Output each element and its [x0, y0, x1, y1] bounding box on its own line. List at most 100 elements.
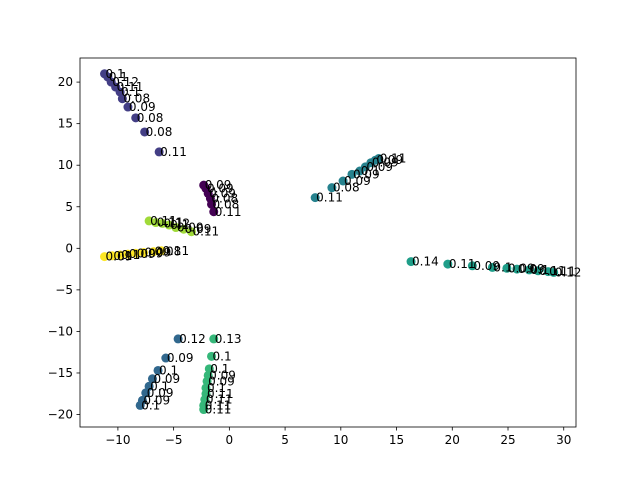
- data-point-s5-p1: [207, 351, 217, 361]
- data-point-s2-p2: [153, 365, 163, 375]
- point-label-s5-p4: 0.09: [208, 374, 235, 388]
- data-point-s4-p2: [467, 261, 477, 271]
- point-label-s3-p5: 0.09: [366, 160, 393, 174]
- point-label-s7-p6: 0.08: [155, 245, 182, 259]
- point-label-s1-p1: 0.1: [109, 70, 128, 84]
- point-label-s5-p1: 0.1: [213, 349, 232, 363]
- point-label-s4-p5: 0.09: [518, 262, 545, 276]
- x-tick-label-3: 5: [281, 433, 289, 447]
- data-point-s7-p3: [123, 249, 133, 259]
- point-label-s1-p0: 0.1: [106, 67, 125, 81]
- point-labels-layer: 0.090.090.090.080.080.110.10.10.120.110.…: [106, 67, 582, 417]
- point-label-s6-p1: 0.11: [157, 216, 184, 230]
- data-point-s1-p5: [117, 94, 127, 104]
- point-label-s2-p4: 0.1: [150, 379, 169, 393]
- y-tick-label-4: 0: [65, 241, 73, 255]
- point-label-s0-p4: 0.08: [213, 197, 240, 211]
- x-tick-label-4: 10: [333, 433, 348, 447]
- data-point-s1-p7: [131, 113, 141, 123]
- point-label-s5-p7: 0.11: [206, 393, 233, 407]
- point-label-s1-p6: 0.09: [129, 100, 156, 114]
- points-layer: [100, 69, 559, 415]
- point-label-s2-p5: 0.09: [147, 386, 174, 400]
- data-point-s7-p6: [149, 247, 159, 257]
- data-point-s0-p5: [209, 207, 219, 217]
- data-point-s3-p1: [327, 183, 337, 193]
- x-tick-label-1: −5: [165, 433, 183, 447]
- data-point-s1-p9: [154, 147, 164, 157]
- point-label-s6-p6: 0.11: [192, 225, 219, 239]
- point-label-s1-p7: 0.08: [137, 111, 164, 125]
- point-label-s3-p7: 0.09: [376, 153, 403, 167]
- data-point-s5-p9: [199, 405, 209, 415]
- x-tick-label-6: 20: [445, 433, 460, 447]
- point-label-s1-p4: 0.1: [121, 85, 140, 99]
- point-label-s5-p2: 0.1: [210, 362, 229, 376]
- point-label-s6-p5: 0.09: [185, 222, 212, 236]
- point-label-s2-p2: 0.1: [159, 363, 178, 377]
- data-point-s6-p1: [151, 218, 161, 228]
- data-point-s7-p4: [131, 248, 141, 258]
- point-label-s3-p6: 0.09: [372, 156, 399, 170]
- point-label-s4-p9: 0.12: [555, 265, 582, 279]
- axes: −10 −5 0 5 10 15 20 25 30 −20 −15 −10 −5 0 5 10 15 20: [48, 57, 577, 447]
- point-label-s7-p2: 0.1: [121, 248, 140, 262]
- data-point-s5-p2: [204, 364, 214, 374]
- point-label-s5-p0: 0.13: [215, 332, 242, 346]
- point-label-s1-p3: 0.11: [117, 80, 144, 94]
- data-point-s4-p1: [443, 259, 453, 269]
- data-point-s2-p4: [144, 381, 154, 391]
- data-point-s6-p6: [186, 227, 196, 237]
- point-label-s5-p3: 0.09: [209, 368, 236, 382]
- y-tick-label-1: −15: [48, 366, 73, 380]
- y-tick-label-3: −5: [55, 283, 73, 297]
- point-label-s5-p6: 0.11: [207, 387, 234, 401]
- data-point-s5-p4: [202, 376, 212, 386]
- point-label-s1-p5: 0.08: [123, 92, 150, 106]
- point-label-s2-p3: 0.09: [153, 372, 180, 386]
- x-tick-label-0: −10: [105, 433, 130, 447]
- point-label-s4-p0: 0.14: [412, 255, 439, 269]
- point-label-s6-p4: 0.09: [177, 221, 204, 235]
- data-point-s4-p7: [533, 266, 543, 276]
- point-label-s1-p9: 0.11: [160, 145, 187, 159]
- data-point-s2-p5: [141, 388, 151, 398]
- point-label-s4-p1: 0.11: [449, 257, 476, 271]
- data-point-s5-p0: [209, 334, 219, 344]
- data-point-s1-p8: [140, 127, 150, 137]
- plot-frame: [79, 57, 577, 428]
- point-label-s1-p8: 0.08: [146, 125, 173, 139]
- point-label-s0-p0: 0.09: [205, 178, 232, 192]
- data-point-s4-p9: [549, 267, 559, 277]
- point-label-s0-p2: 0.09: [209, 186, 236, 200]
- data-point-s4-p5: [512, 264, 522, 274]
- data-point-s7-p2: [115, 250, 125, 260]
- data-point-s4-p4: [502, 263, 512, 273]
- point-label-s5-p5: 0.1: [207, 381, 226, 395]
- y-tick-label-8: 20: [58, 75, 73, 89]
- point-label-s5-p9: 0.11: [205, 403, 232, 417]
- y-tick-label-0: −20: [48, 408, 73, 422]
- point-label-s3-p2: 0.09: [344, 174, 371, 188]
- point-label-s2-p6: 0.09: [143, 393, 170, 407]
- data-point-s4-p3: [487, 262, 497, 272]
- x-tick-label-2: 0: [226, 433, 234, 447]
- point-label-s6-p3: 0.1: [170, 218, 189, 232]
- data-point-s1-p6: [123, 102, 133, 112]
- data-point-s4-p6: [524, 265, 534, 275]
- point-label-s3-p3: 0.09: [353, 167, 380, 181]
- point-label-s3-p1: 0.08: [333, 181, 360, 195]
- point-label-s3-p8: 0.11: [380, 152, 407, 166]
- point-label-s6-p0: 0.11: [150, 214, 177, 228]
- x-tick-label-7: 25: [500, 433, 515, 447]
- y-tick-label-6: 10: [58, 158, 73, 172]
- point-label-s7-p7: 0.11: [162, 244, 189, 258]
- point-label-s4-p3: 0.1: [493, 260, 512, 274]
- point-label-s4-p8: 0.11: [549, 265, 576, 279]
- data-point-s2-p0: [173, 334, 183, 344]
- data-point-s0-p4: [207, 199, 217, 209]
- point-label-s0-p1: 0.09: [207, 181, 234, 195]
- y-tick-label-7: 15: [58, 117, 73, 131]
